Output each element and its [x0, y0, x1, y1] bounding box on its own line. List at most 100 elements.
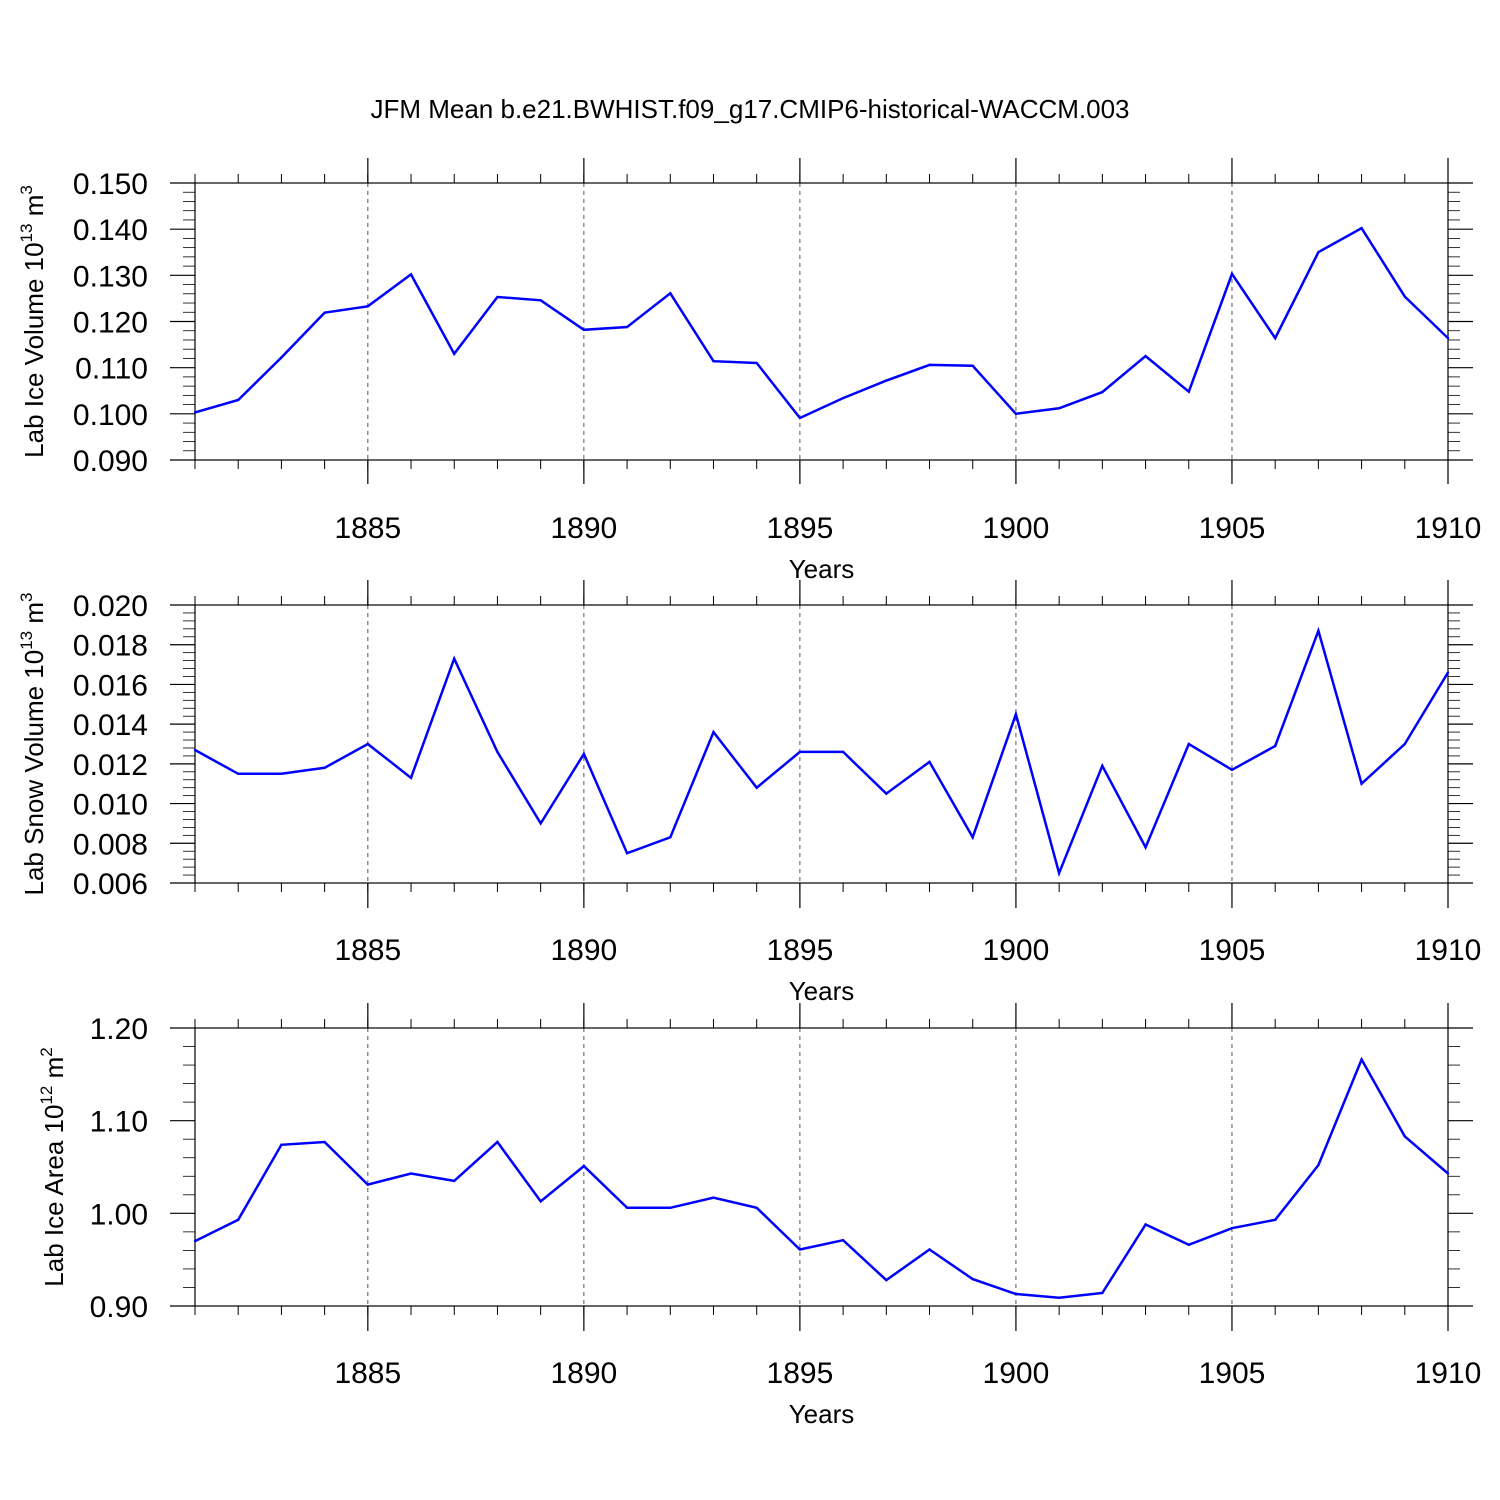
y-tick-label: 0.008 — [73, 828, 148, 861]
x-tick-label: 1895 — [767, 1357, 834, 1390]
plot-frame — [194, 604, 1449, 884]
y-tick-label: 1.00 — [90, 1198, 148, 1231]
data-point — [1014, 1292, 1018, 1296]
data-point — [798, 1248, 802, 1251]
data-point — [193, 1239, 197, 1243]
data-point — [1446, 336, 1450, 340]
x-tick-label: 1900 — [983, 1357, 1050, 1390]
x-tick-label: 1890 — [550, 512, 617, 545]
y-axis-label-text: Lab Snow Volume 10 — [19, 650, 49, 896]
y-tick-label: 0.140 — [73, 214, 148, 247]
data-point — [1057, 407, 1061, 410]
data-point — [669, 1206, 672, 1209]
data-point — [1317, 629, 1320, 633]
data-point — [323, 1140, 326, 1144]
data-point — [453, 1179, 456, 1183]
data-point — [496, 750, 499, 754]
data-point — [669, 292, 672, 295]
x-axis-label: Years — [789, 1399, 855, 1429]
data-point — [841, 396, 845, 400]
data-point — [1144, 354, 1147, 358]
data-point — [928, 363, 931, 367]
x-tick-label: 1885 — [334, 934, 401, 967]
x-tick-label: 1905 — [1199, 1357, 1266, 1390]
y-axis-label-unit: m — [19, 195, 49, 224]
data-point — [1273, 744, 1277, 748]
data-point — [496, 295, 499, 299]
data-point — [1360, 1058, 1363, 1061]
data-point — [1230, 1226, 1234, 1230]
x-tick-label: 1885 — [334, 512, 401, 545]
y-axis-label: Lab Ice Area 1012 m2 — [37, 1047, 69, 1286]
data-point — [841, 1239, 845, 1242]
data-point — [193, 411, 197, 414]
y-axis-label-text: Lab Ice Area 10 — [39, 1105, 69, 1287]
x-tick-label: 1900 — [983, 934, 1050, 967]
data-point — [1101, 1291, 1104, 1295]
data-point — [1101, 390, 1104, 394]
x-tick-label: 1910 — [1415, 1357, 1482, 1390]
data-point — [885, 792, 888, 795]
data-point — [453, 657, 456, 660]
data-point — [928, 1248, 931, 1251]
data-point — [625, 852, 629, 855]
y-axis-label-unit: m — [39, 1057, 69, 1086]
x-tick-label: 1890 — [550, 1357, 617, 1390]
data-point — [280, 772, 283, 775]
data-point — [755, 1206, 758, 1209]
y-tick-label: 0.120 — [73, 307, 148, 340]
x-tick-label: 1910 — [1415, 512, 1482, 545]
y-axis-label: Lab Ice Volume 1013 m3 — [17, 185, 49, 458]
data-point — [971, 836, 974, 839]
data-point — [841, 750, 845, 754]
y-tick-label: 0.012 — [73, 749, 148, 782]
data-point — [1317, 251, 1320, 254]
data-point — [237, 398, 240, 402]
data-point — [1403, 742, 1406, 746]
x-tick-label: 1905 — [1199, 934, 1266, 967]
data-point — [1014, 412, 1018, 416]
data-point — [625, 325, 629, 329]
data-point — [1446, 1172, 1450, 1175]
y-tick-label: 0.006 — [73, 868, 148, 901]
data-point — [582, 1164, 586, 1168]
y-axis-label-text: Lab Ice Volume 10 — [19, 242, 49, 457]
data-point — [366, 1183, 370, 1186]
data-point — [885, 379, 888, 382]
data-point — [1230, 272, 1234, 276]
y-tick-label: 0.016 — [73, 669, 148, 702]
series-line — [194, 1056, 1449, 1299]
data-point — [280, 356, 283, 359]
y-tick-label: 0.010 — [73, 789, 148, 822]
data-point — [453, 352, 456, 356]
data-point — [1144, 846, 1147, 849]
y-tick-label: 0.014 — [73, 709, 148, 742]
x-axis-label: Years — [789, 554, 855, 584]
chart-panel-1: 0.090 0.100 0.110 0.120 0.130 0.140 0.150 1885 1… — [17, 158, 1481, 584]
chart-panel-3: 0.90 1.00 1.10 1.20 1885 1890 1895 1900 1905 1910… — [37, 1003, 1481, 1429]
data-point — [712, 730, 715, 734]
y-axis-label-unit-exponent: 3 — [17, 185, 36, 194]
chart-panels: 0.090 0.100 0.110 0.120 0.130 0.140 0.150 1885 1… — [17, 158, 1481, 1429]
data-point — [1403, 295, 1406, 298]
y-tick-label: 0.130 — [73, 260, 148, 293]
data-point — [539, 822, 542, 825]
y-tick-label: 0.018 — [73, 630, 148, 663]
data-point — [237, 772, 240, 775]
data-point — [712, 360, 715, 363]
y-tick-label: 0.100 — [73, 399, 148, 432]
data-point — [582, 328, 586, 332]
data-point — [1360, 782, 1363, 785]
data-point — [669, 836, 672, 839]
data-point — [366, 742, 370, 746]
data-point — [755, 361, 758, 365]
y-tick-label: 0.090 — [73, 445, 148, 478]
data-point — [971, 364, 974, 368]
x-tick-label: 1900 — [983, 512, 1050, 545]
y-axis-label: Lab Snow Volume 1013 m3 — [17, 592, 49, 895]
data-point — [1187, 742, 1190, 746]
x-tick-label: 1890 — [550, 934, 617, 967]
data-point — [1273, 1218, 1277, 1222]
y-axis-label-exponent: 13 — [17, 224, 36, 243]
data-point — [366, 305, 370, 308]
